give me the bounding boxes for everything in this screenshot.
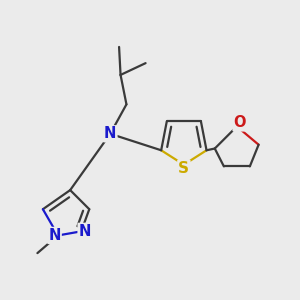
- Text: N: N: [79, 224, 91, 239]
- Text: O: O: [234, 116, 246, 130]
- Text: S: S: [178, 161, 189, 176]
- Text: N: N: [48, 228, 61, 243]
- Text: N: N: [104, 126, 116, 141]
